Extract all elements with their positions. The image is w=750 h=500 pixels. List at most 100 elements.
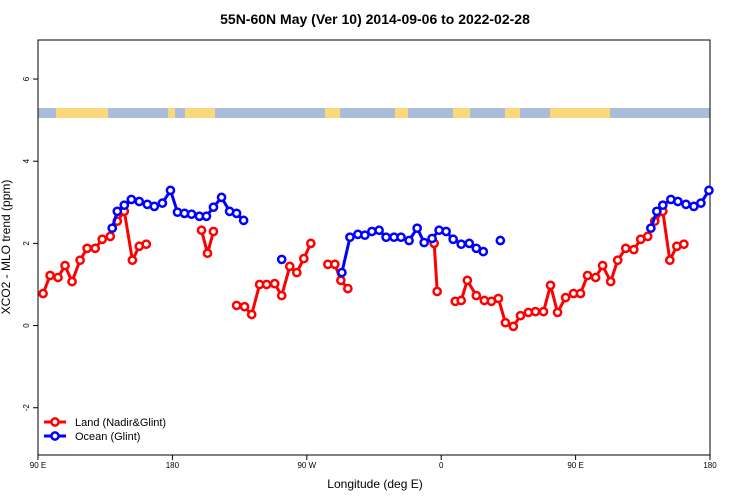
data-point bbox=[456, 295, 467, 306]
data-point bbox=[60, 260, 70, 271]
data-point bbox=[45, 270, 55, 281]
map-strip bbox=[38, 108, 710, 118]
data-point bbox=[335, 275, 346, 286]
x-tick-label: 90 W bbox=[297, 461, 316, 470]
data-point bbox=[374, 225, 384, 236]
data-point bbox=[269, 278, 280, 289]
data-point bbox=[538, 306, 549, 317]
data-point bbox=[38, 288, 48, 299]
data-point bbox=[704, 185, 714, 196]
data-point bbox=[202, 248, 213, 259]
data-point bbox=[530, 306, 541, 317]
data-point bbox=[396, 232, 406, 243]
data-point bbox=[471, 290, 482, 301]
data-point bbox=[612, 255, 623, 266]
data-point bbox=[500, 317, 511, 328]
data-point bbox=[238, 215, 249, 226]
data-point bbox=[381, 232, 391, 243]
data-point bbox=[432, 286, 443, 297]
data-point bbox=[330, 259, 340, 270]
data-point bbox=[112, 206, 123, 217]
data-point bbox=[239, 301, 250, 312]
data-point bbox=[97, 234, 108, 245]
data-point bbox=[284, 261, 295, 272]
chart-title: 55N-60N May (Ver 10) 2014-09-06 to 2022-… bbox=[220, 11, 530, 27]
data-point bbox=[208, 226, 219, 237]
x-tick-label: 180 bbox=[703, 461, 717, 470]
data-point bbox=[696, 198, 706, 208]
data-point bbox=[246, 309, 257, 320]
data-point bbox=[495, 235, 506, 246]
legend-label: Ocean (Glint) bbox=[75, 431, 140, 443]
data-point bbox=[231, 208, 242, 219]
data-point bbox=[126, 194, 137, 205]
data-point bbox=[681, 199, 691, 210]
data-point bbox=[642, 231, 653, 242]
data-point bbox=[141, 239, 152, 250]
data-point bbox=[298, 253, 309, 264]
data-point bbox=[53, 272, 63, 283]
y-axis-label: XCO2 - MLO trend (ppm) bbox=[0, 180, 13, 315]
data-point bbox=[464, 238, 475, 249]
data-point bbox=[216, 192, 227, 203]
data-point bbox=[82, 243, 92, 254]
data-point bbox=[456, 239, 467, 250]
x-tick-label: 180 bbox=[166, 461, 180, 470]
data-point bbox=[657, 200, 668, 211]
data-point bbox=[493, 293, 504, 304]
data-point bbox=[575, 288, 586, 299]
data-point bbox=[590, 272, 601, 283]
data-point bbox=[165, 185, 176, 196]
y-tick-label: 0 bbox=[22, 323, 31, 328]
data-point bbox=[276, 254, 287, 265]
data-point bbox=[448, 234, 458, 245]
data-point bbox=[231, 300, 242, 311]
data-point bbox=[582, 270, 593, 281]
x-tick-label: 0 bbox=[439, 461, 444, 470]
data-point bbox=[343, 283, 353, 294]
data-point bbox=[208, 202, 219, 213]
legend-marker bbox=[50, 417, 60, 427]
legend-marker bbox=[50, 431, 60, 441]
legend-label: Land (Nadir&Glint) bbox=[75, 417, 166, 429]
data-point bbox=[478, 246, 489, 257]
data-point bbox=[196, 225, 207, 236]
data-point bbox=[597, 260, 608, 271]
data-point bbox=[276, 290, 287, 301]
data-point bbox=[90, 243, 101, 254]
data-point bbox=[545, 280, 556, 291]
data-point bbox=[679, 239, 689, 250]
data-point bbox=[107, 223, 118, 234]
data-point bbox=[67, 276, 77, 287]
data-point bbox=[75, 255, 85, 266]
data-point bbox=[673, 196, 683, 207]
data-point bbox=[605, 276, 616, 287]
y-tick-label: 4 bbox=[22, 158, 31, 163]
data-point bbox=[337, 267, 347, 278]
data-point bbox=[651, 206, 662, 217]
data-point bbox=[620, 243, 631, 254]
data-point bbox=[412, 223, 423, 234]
data-point bbox=[201, 211, 212, 222]
data-point bbox=[441, 226, 451, 237]
data-point bbox=[105, 231, 116, 242]
data-point bbox=[127, 255, 138, 266]
data-point bbox=[628, 244, 639, 255]
data-point bbox=[427, 233, 437, 244]
x-tick-label: 90 E bbox=[30, 461, 46, 470]
data-point bbox=[404, 235, 414, 246]
y-tick-label: 6 bbox=[22, 76, 31, 81]
data-point bbox=[419, 237, 430, 248]
x-tick-label: 90 E bbox=[567, 461, 583, 470]
data-point bbox=[345, 232, 355, 243]
data-point bbox=[119, 200, 130, 211]
data-point bbox=[462, 275, 473, 286]
data-point bbox=[149, 201, 160, 212]
y-tick-label: 2 bbox=[22, 241, 31, 246]
data-point bbox=[560, 292, 571, 303]
data-point bbox=[186, 209, 197, 220]
data-point bbox=[360, 230, 370, 241]
data-point bbox=[515, 310, 526, 321]
y-tick-label: -2 bbox=[22, 404, 31, 412]
